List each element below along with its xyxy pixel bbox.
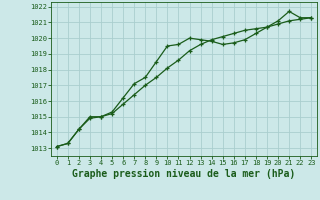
X-axis label: Graphe pression niveau de la mer (hPa): Graphe pression niveau de la mer (hPa)	[72, 169, 296, 179]
